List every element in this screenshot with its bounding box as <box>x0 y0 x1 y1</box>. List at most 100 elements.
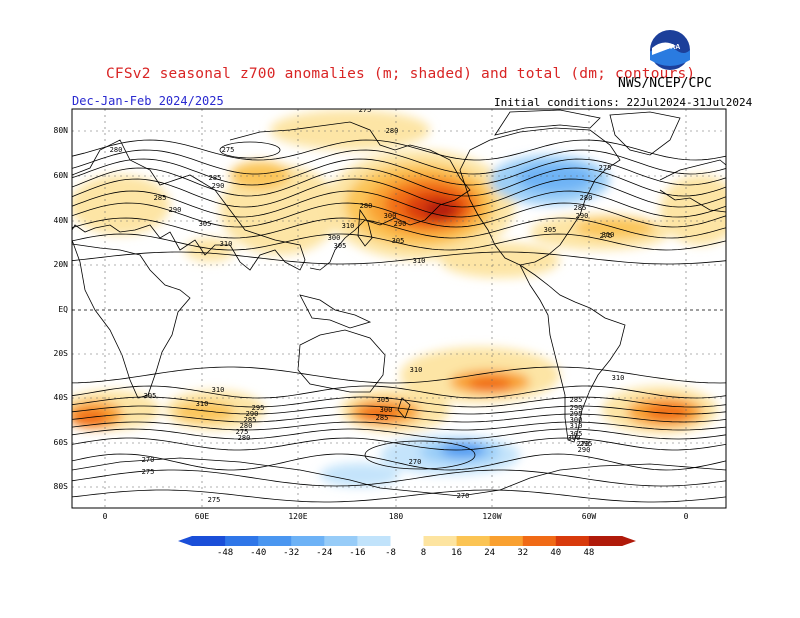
contour-label: 310 <box>212 386 225 394</box>
contour-label: 300 <box>570 416 583 424</box>
contour-label: 270 <box>409 458 422 466</box>
contour-line <box>72 178 726 208</box>
contour-line <box>72 167 726 197</box>
contour-label: 280 <box>238 434 251 442</box>
contour-line <box>72 421 726 431</box>
contour-label: 305 <box>199 220 212 228</box>
lat-label: 60S <box>53 438 68 447</box>
contour-label: 275 <box>236 428 249 436</box>
grid-lines <box>72 109 726 508</box>
colorbar-tick-label: 32 <box>517 548 528 558</box>
lon-label: 120E <box>288 512 308 521</box>
coastline <box>397 397 411 419</box>
anomaly-patch <box>320 463 400 487</box>
lat-label: 20S <box>53 349 68 358</box>
contour-label: 295 <box>570 410 583 418</box>
lat-label: 80N <box>53 126 68 135</box>
contour-label: 290 <box>169 206 182 214</box>
anomaly-patch <box>72 410 108 426</box>
contour-label: 310 <box>220 240 233 248</box>
coastline <box>299 294 372 329</box>
organization-label: NWS/NCEP/CPC <box>618 76 712 91</box>
contour-label: 290 <box>212 182 225 190</box>
contour-line <box>72 158 726 186</box>
contour-line <box>72 385 726 399</box>
contour-label: 270 <box>457 492 470 500</box>
contour-label: 290 <box>570 404 583 412</box>
contour-line <box>72 405 726 415</box>
contour-label: 300 <box>568 434 581 442</box>
contour-label: 280 <box>386 127 399 135</box>
lat-label: EQ <box>58 305 68 314</box>
contour-line <box>72 366 726 384</box>
logo-text: NOAA <box>660 44 681 51</box>
contour-loop <box>364 440 476 470</box>
contour-line <box>72 251 726 265</box>
contour-label: 275 <box>208 496 221 504</box>
anomaly-patch <box>517 164 593 192</box>
colorbar-tick-label: -16 <box>349 548 365 558</box>
contour-label: 300 <box>328 234 341 242</box>
contour-label: 285 <box>574 204 587 212</box>
contour-label: 275 <box>599 164 612 172</box>
contour-label: 310 <box>602 231 615 239</box>
contour-line <box>72 233 726 251</box>
colorbar: -48 -40 -32 -24 -16 -8 8 16 24 32 40 48 <box>178 536 636 558</box>
colorbar-swatch <box>192 536 226 546</box>
contour-label: 290 <box>576 212 589 220</box>
colorbar-left-arrow <box>178 536 192 546</box>
contour-label: 305 <box>570 430 583 438</box>
lon-label: 180 <box>388 512 404 521</box>
colorbar-swatch <box>588 536 623 546</box>
contour-label: 275 <box>222 146 235 154</box>
contour-label: 285 <box>376 414 389 422</box>
contour-label: 285 <box>154 194 167 202</box>
contour-label: 275 <box>600 232 613 240</box>
colorbar-swatch <box>522 536 557 546</box>
colorbar-swatch <box>324 536 358 546</box>
noaa-logo: NOAA <box>650 30 690 70</box>
colorbar-swatch <box>489 536 524 546</box>
coastline <box>72 139 306 271</box>
colorbar-tick-label: 48 <box>583 548 594 558</box>
coastline <box>518 263 626 443</box>
colorbar-tick-label: -48 <box>217 548 233 558</box>
height-contours <box>72 139 726 503</box>
contour-loop <box>219 141 281 159</box>
colorbar-tick-label: 8 <box>421 548 426 558</box>
lat-label: 80S <box>53 482 68 491</box>
lon-label: 120W <box>482 512 502 521</box>
contour-label: 275 <box>359 106 372 114</box>
contour-label: 285 <box>570 396 583 404</box>
colorbar-tick-label: 16 <box>451 548 462 558</box>
contour-label: 310 <box>196 400 209 408</box>
contour-label: 305 <box>377 396 390 404</box>
colorbar-tick-label: -24 <box>316 548 332 558</box>
contour-label: 310 <box>342 222 355 230</box>
contour-label: 280 <box>240 422 253 430</box>
contour-label: 280 <box>360 202 373 210</box>
contour-line <box>72 413 726 423</box>
chart-title: CFSv2 seasonal z700 anomalies (m; shaded… <box>106 66 696 82</box>
lat-label: 40N <box>53 216 68 225</box>
coastline <box>494 109 601 136</box>
contour-label: 310 <box>410 366 423 374</box>
contour-label: 280 <box>580 194 593 202</box>
contour-label: 295 <box>252 404 265 412</box>
anomaly-patch <box>468 377 512 391</box>
contour-label: 295 <box>580 440 593 448</box>
contour-label: 310 <box>612 374 625 382</box>
colorbar-swatch <box>225 536 259 546</box>
colorbar-swatch <box>456 536 491 546</box>
anomaly-patch <box>72 175 170 235</box>
colorbar-swatch <box>258 536 292 546</box>
lon-label: 0 <box>683 512 689 521</box>
contour-line <box>72 489 726 503</box>
contour-label: 310 <box>413 257 426 265</box>
lat-label: 60N <box>53 171 68 180</box>
contour-label: 305 <box>144 392 157 400</box>
season-label: Dec-Jan-Feb 2024/2025 <box>72 94 224 108</box>
